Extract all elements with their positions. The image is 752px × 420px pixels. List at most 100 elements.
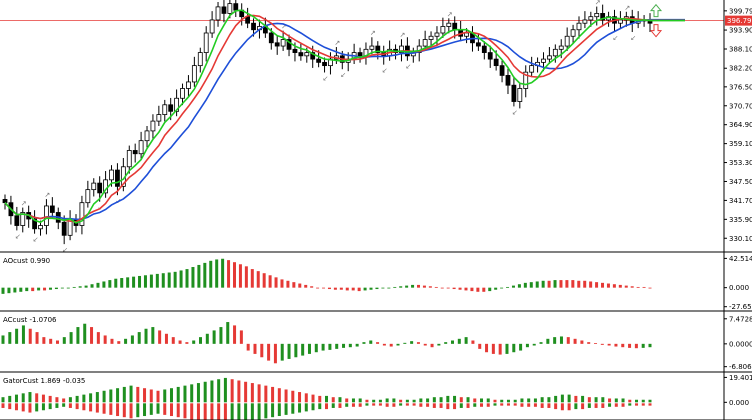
gator-upper-bar — [149, 389, 153, 403]
gator-lower-bar — [331, 403, 335, 408]
candle-body — [162, 104, 168, 115]
arrow-down-icon — [649, 24, 663, 38]
gator-upper-bar — [190, 384, 194, 403]
gator-upper-bar — [102, 390, 106, 403]
candle-body — [44, 205, 49, 226]
gator-upper-bar — [325, 395, 328, 403]
histogram-bar — [149, 274, 153, 288]
candle-body — [464, 32, 469, 37]
gator-lower-bar — [486, 403, 490, 407]
histogram-bar — [7, 287, 11, 294]
gator-upper-bar — [453, 395, 457, 403]
gator-lower-bar — [405, 403, 409, 406]
histogram-bar — [158, 330, 162, 344]
arrow-up-icon — [649, 3, 663, 18]
histogram-bar — [66, 287, 70, 289]
histogram-bar — [396, 343, 400, 346]
candle-body — [191, 65, 197, 83]
candle-body — [570, 29, 576, 37]
gator-upper-bar — [264, 385, 268, 403]
y-tick-label: -27.652 — [729, 303, 752, 311]
histogram-bar — [21, 325, 25, 344]
gator-upper-bar — [567, 394, 571, 403]
y-tick-label: 388.10 — [729, 45, 752, 53]
gator-lower-bar — [412, 403, 416, 406]
histogram-bar — [219, 327, 223, 344]
gator-upper-bar — [169, 388, 173, 403]
histogram-bar — [606, 283, 610, 288]
gator-upper-bar — [196, 383, 200, 403]
gator-upper-bar — [311, 394, 315, 403]
histogram-bar — [621, 343, 625, 348]
histogram-bar — [363, 287, 367, 291]
histogram-bar — [143, 275, 147, 288]
gator-upper-bar — [8, 395, 12, 403]
candle-body — [126, 150, 132, 168]
histogram-bar — [577, 280, 581, 288]
histogram-bar — [13, 287, 17, 293]
y-tick-label: 330.10 — [729, 235, 752, 243]
histogram-bar — [246, 343, 250, 351]
candle-body — [38, 225, 43, 230]
histogram-bar — [630, 286, 634, 288]
gator-upper-bar — [466, 397, 470, 403]
histogram-bar — [215, 259, 219, 288]
aocust-panel[interactable]: AOcust 0.990 42.514 0.000 -27.652 — [1, 255, 752, 311]
gatorcust-panel[interactable]: GatorCust 1.869 -0.035 19.401 0.000 — [1, 374, 752, 420]
candle-body — [174, 97, 180, 112]
candle-body — [268, 32, 274, 44]
candle-body — [251, 22, 256, 31]
candle-body — [286, 39, 292, 50]
histogram-bar — [164, 333, 168, 344]
y-tick-label: 19.401 — [729, 374, 752, 382]
gator-lower-bar — [345, 403, 349, 407]
histogram-bar — [351, 287, 355, 291]
candle-body — [541, 58, 546, 63]
histogram-bar — [634, 343, 638, 349]
fractal-up-mark: ↗ — [370, 29, 376, 37]
histogram-bar — [464, 287, 468, 291]
gator-lower-bar — [257, 403, 261, 420]
gator-lower-bar — [250, 403, 254, 420]
histogram-bar — [96, 332, 100, 344]
histogram-bar — [636, 286, 640, 288]
histogram-bar — [517, 284, 521, 288]
gator-lower-bar — [156, 403, 160, 414]
histogram-bar — [511, 285, 515, 288]
histogram-bar — [137, 332, 141, 344]
histogram-bar — [452, 287, 456, 290]
histogram-bar — [546, 338, 550, 344]
histogram-bar — [171, 337, 175, 344]
candle-body — [144, 130, 150, 142]
histogram-bar — [102, 281, 106, 288]
histogram-bar — [589, 281, 593, 288]
gator-lower-bar — [55, 403, 59, 408]
histogram-bar — [471, 340, 475, 344]
histogram-bar — [422, 285, 426, 288]
fractal-up-mark: ↗ — [447, 10, 453, 18]
histogram-bar — [571, 280, 575, 288]
indicator-label: ACcust -1.0706 — [3, 316, 57, 324]
histogram-bar — [48, 287, 52, 290]
candle-body — [481, 45, 487, 53]
gator-upper-bar — [210, 380, 214, 403]
histogram-bar — [500, 287, 504, 289]
candle-body — [132, 150, 138, 155]
histogram-bar — [25, 287, 29, 292]
gator-lower-bar — [635, 403, 639, 406]
histogram-bar — [322, 287, 326, 289]
gator-lower-bar — [1, 403, 5, 408]
histogram-bar — [130, 335, 134, 344]
price-panel[interactable]: 399.79 393.90 388.10 382.20 376.50 370.70 364.… — [0, 0, 752, 254]
y-tick-label: 7.4728 — [729, 315, 752, 323]
accust-panel[interactable]: ACcust -1.0706 7.4728 0.0000 -6.8066 — [1, 315, 752, 371]
gator-upper-bar — [143, 388, 147, 403]
y-tick-label: 42.514 — [729, 255, 752, 263]
histogram-bar — [292, 282, 296, 288]
candle-body — [357, 52, 363, 57]
gator-upper-bar — [641, 399, 645, 403]
candle-body — [221, 6, 227, 14]
gator-upper-bar — [614, 398, 618, 403]
candle-body — [564, 35, 570, 47]
